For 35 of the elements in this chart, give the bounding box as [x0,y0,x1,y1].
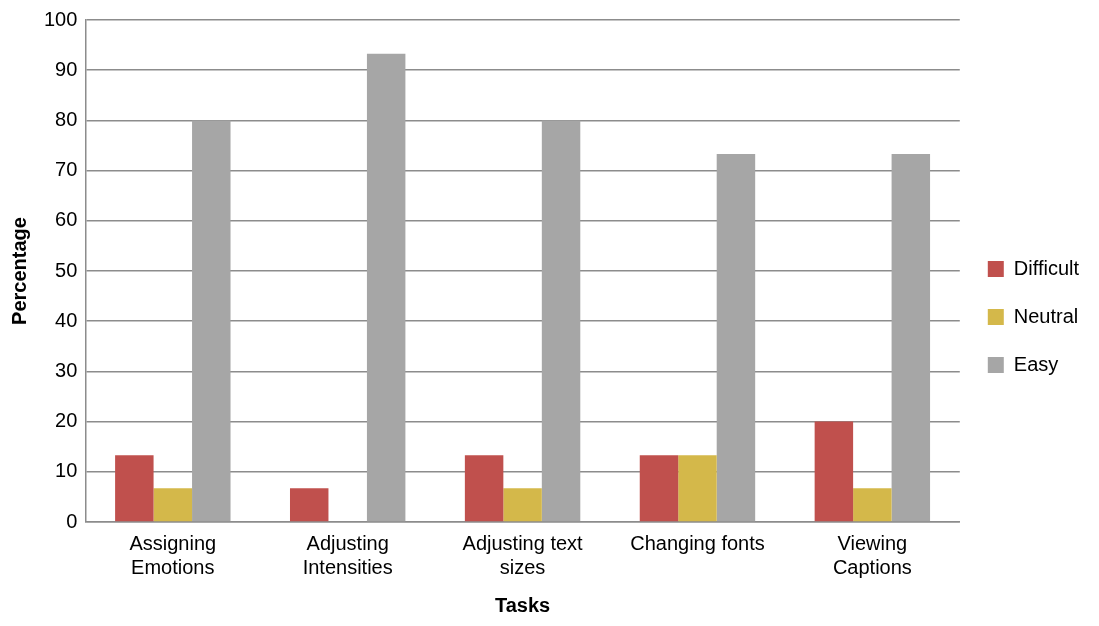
y-tick-label: 60 [55,208,78,231]
bar [853,488,892,522]
legend-label: Easy [1013,352,1059,375]
y-tick-label: 90 [55,57,78,80]
bar [891,154,931,522]
y-tick-label: 100 [43,7,78,30]
x-tick-label: Adjusting text sizes [462,531,584,578]
y-tick-label: 30 [55,358,78,381]
y-tick-label: 80 [55,107,78,130]
bar [678,455,717,522]
x-tick-label: Assigning Emotions [129,531,217,578]
y-axis-title: Percentage [7,217,30,325]
bar [192,120,231,522]
y-tick-label: 20 [55,409,78,432]
bar [541,120,581,522]
y-tick-label: 0 [66,509,78,532]
x-tick-label: Viewing Captions [832,531,912,578]
y-tick-label: 70 [55,158,78,181]
y-tick-label: 50 [55,258,78,281]
y-tick-label: 10 [55,459,78,482]
legend-label: Neutral [1013,304,1079,327]
bar [716,154,756,522]
bar [639,455,679,522]
legend-label: Difficult [1013,256,1080,279]
y-tick-label: 40 [55,308,78,331]
x-axis-title: Tasks [494,593,551,616]
bar [464,455,504,522]
bar [289,488,329,522]
bar [153,488,193,522]
x-tick-label: Adjusting Intensities [302,531,393,578]
bar [115,455,154,522]
bar [503,488,542,522]
bar [814,421,854,522]
x-tick-label: Changing fonts [630,531,765,554]
bar [366,53,406,522]
